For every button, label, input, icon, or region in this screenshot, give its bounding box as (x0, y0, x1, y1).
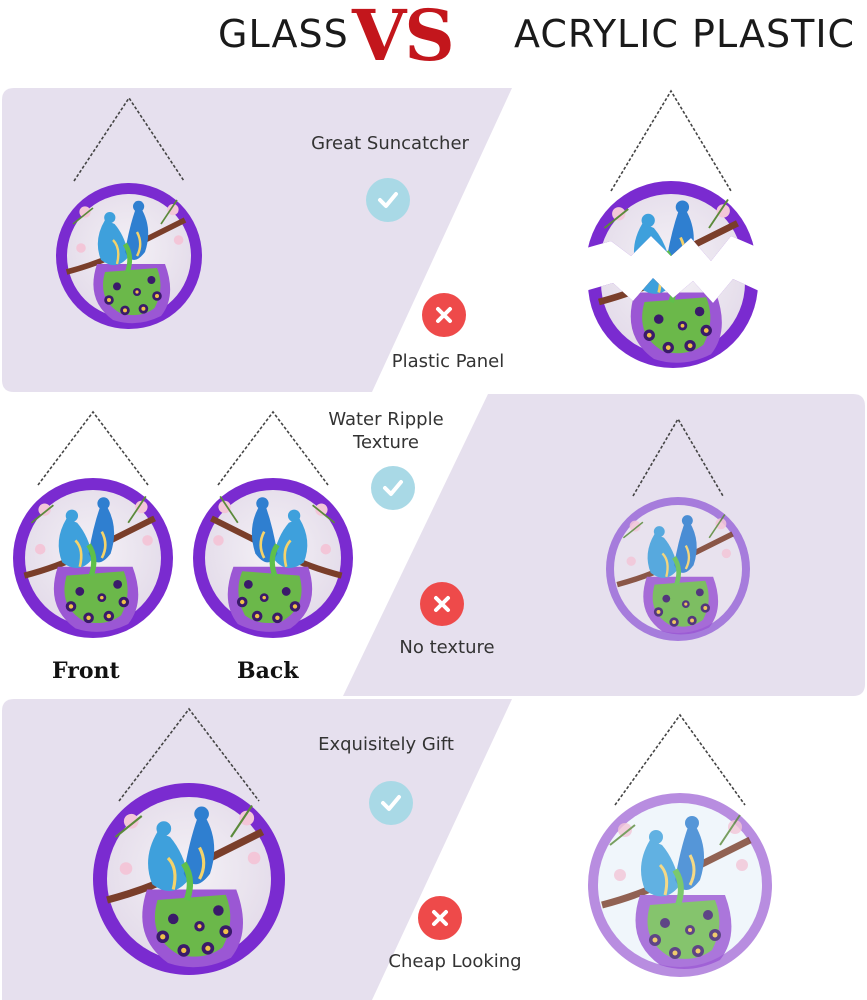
row-2-acrylic-feature-label: No texture (399, 637, 495, 658)
header: GLASS VS ACRYLIC PLASTIC (0, 0, 867, 80)
glass-suncatcher-row-1 (56, 96, 202, 329)
check-icon (366, 178, 410, 222)
header-glass-label: GLASS (218, 12, 349, 56)
cross-icon (422, 293, 466, 337)
band-row-2 (343, 394, 865, 696)
glass-suncatcher-back (193, 410, 353, 638)
header-vs-label: VS (352, 0, 455, 77)
row-1-acrylic-feature-label: Plastic Panel (391, 351, 505, 372)
back-view-label: Back (237, 658, 299, 684)
row-3-glass-feature-label: Exquisitely Gift (318, 734, 454, 755)
cross-icon (420, 582, 464, 626)
row-2-glass-feature-label: Water Ripple Texture (328, 409, 444, 453)
front-view-label: Front (52, 658, 120, 684)
glass-suncatcher-row-3 (93, 707, 285, 975)
row-3-acrylic-feature-label: Cheap Looking (388, 951, 522, 972)
header-acrylic-label: ACRYLIC PLASTIC (514, 12, 856, 56)
glass-suncatcher-front (13, 410, 173, 638)
acrylic-suncatcher-row-2 (606, 417, 750, 641)
acrylic-suncatcher-row-3 (588, 713, 772, 977)
acrylic-suncatcher-row-1-broken (578, 89, 764, 368)
cross-icon (418, 896, 462, 940)
check-icon (371, 466, 415, 510)
row-1-glass-feature-label: Great Suncatcher (311, 133, 469, 154)
check-icon (369, 781, 413, 825)
